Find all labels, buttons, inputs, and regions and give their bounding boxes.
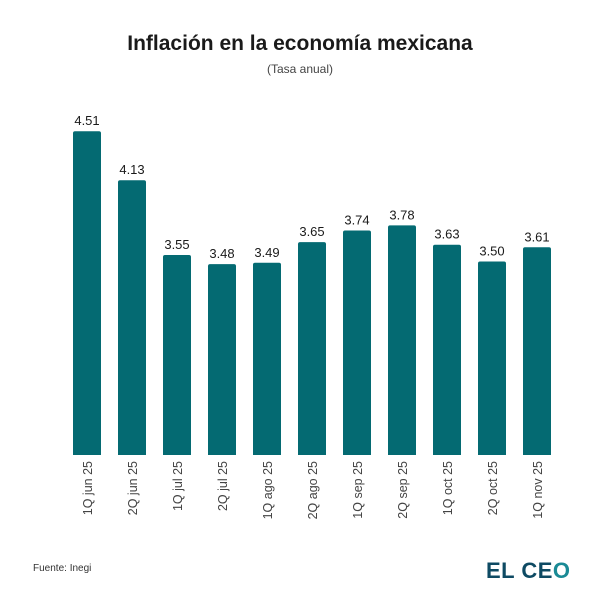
value-label: 3.55 — [164, 237, 189, 252]
bar-2q-ago-25 — [298, 242, 326, 455]
logo-text: EL CE — [486, 558, 553, 583]
bar-2q-jun-25 — [118, 180, 146, 456]
category-label: 1Q nov 25 — [531, 461, 545, 519]
category-label: 1Q oct 25 — [441, 461, 455, 515]
source-note: Fuente: Inegi — [33, 563, 92, 574]
value-label: 4.51 — [74, 113, 99, 128]
category-label: 2Q jul 25 — [216, 461, 230, 511]
value-labels-group: 4.51 4.13 3.55 3.48 3.49 3.65 3.74 3.78 3.63 3.50… — [74, 113, 549, 261]
value-label: 3.50 — [479, 244, 504, 259]
value-label: 3.78 — [389, 207, 414, 222]
bar-2q-oct-25 — [478, 261, 506, 455]
bar-2q-jul-25 — [208, 264, 236, 455]
category-label: 2Q ago 25 — [306, 461, 320, 519]
value-label: 3.63 — [434, 227, 459, 242]
category-labels-group: 1Q jun 25 2Q jun 25 1Q jul 25 2Q jul 25 1Q a… — [81, 461, 545, 519]
bar-1q-sep-25 — [343, 230, 371, 455]
chart-subtitle: (Tasa anual) — [266, 62, 334, 76]
bar-2q-sep-25 — [388, 225, 416, 455]
value-label: 3.74 — [344, 213, 369, 228]
category-label: 1Q sep 25 — [351, 461, 365, 519]
bar-1q-jun-25 — [73, 131, 101, 455]
logo-accent-letter: O — [552, 558, 571, 583]
value-label: 3.49 — [254, 245, 279, 260]
bar-1q-oct-25 — [433, 244, 461, 455]
bar-1q-nov-25 — [523, 247, 551, 455]
bar-1q-jul-25 — [163, 255, 191, 455]
el-ceo-logo: EL CEO — [486, 558, 571, 584]
category-label: 1Q jun 25 — [81, 461, 95, 515]
value-label: 4.13 — [119, 162, 144, 177]
value-label: 3.61 — [524, 229, 549, 244]
category-label: 1Q ago 25 — [261, 461, 275, 519]
category-label: 2Q oct 25 — [486, 461, 500, 515]
value-label: 3.48 — [209, 246, 234, 261]
category-label: 1Q jul 25 — [171, 461, 185, 511]
category-label: 2Q sep 25 — [396, 461, 410, 519]
value-label: 3.65 — [299, 224, 324, 239]
bar-1q-ago-25 — [253, 262, 281, 455]
bars-group — [73, 131, 551, 456]
category-label: 2Q jun 25 — [126, 461, 140, 515]
chart-title: Inflación en la economía mexicana — [127, 32, 473, 55]
